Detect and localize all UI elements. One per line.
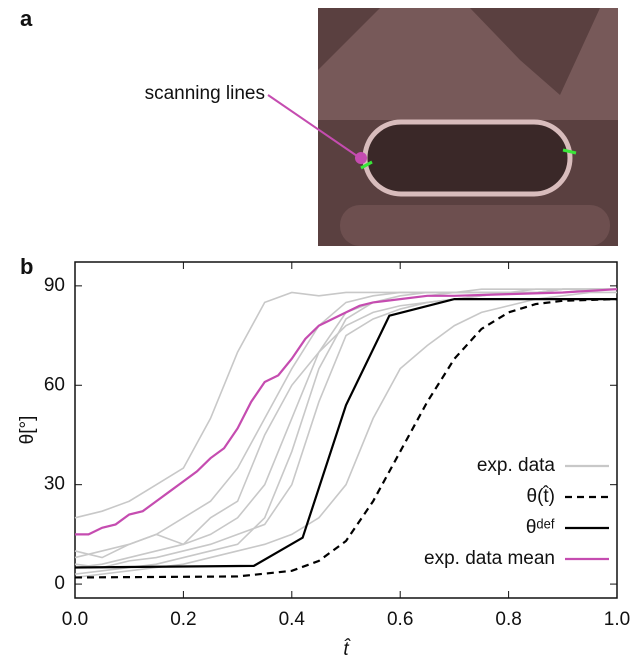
series-line [74,288,617,569]
series-line [75,288,618,536]
y-tick-label: 90 [44,275,65,296]
legend-label: θ(t̂) [527,485,556,507]
y-tick-label: 60 [44,374,65,395]
x-tick-label: 0.6 [387,609,413,630]
x-tick-label: 1.0 [604,609,630,630]
y-tick-label: 30 [44,474,65,495]
x-tick-label: 0.2 [170,609,196,630]
x-tick-label: 0.8 [495,609,521,630]
series-line [74,298,617,569]
series-line [74,298,618,579]
plot-frame [74,261,618,599]
panel-label: b [20,254,33,279]
micrograph [267,8,618,246]
legend-label: exp. data mean [424,548,555,569]
x-tick-label: 0.0 [62,609,88,630]
panel-label: a [20,6,33,31]
y-tick-label: 0 [54,573,65,594]
series-line [74,288,617,559]
legend-label: exp. data [477,455,556,476]
x-tick-label: 0.4 [279,609,306,630]
y-axis-label: θ[°] [17,416,38,445]
x-axis-label: t̂ [343,638,351,660]
series-line [74,288,617,519]
annotation: scanning lines [145,83,265,104]
legend-label: θᵈᵉᶠ [526,517,555,538]
